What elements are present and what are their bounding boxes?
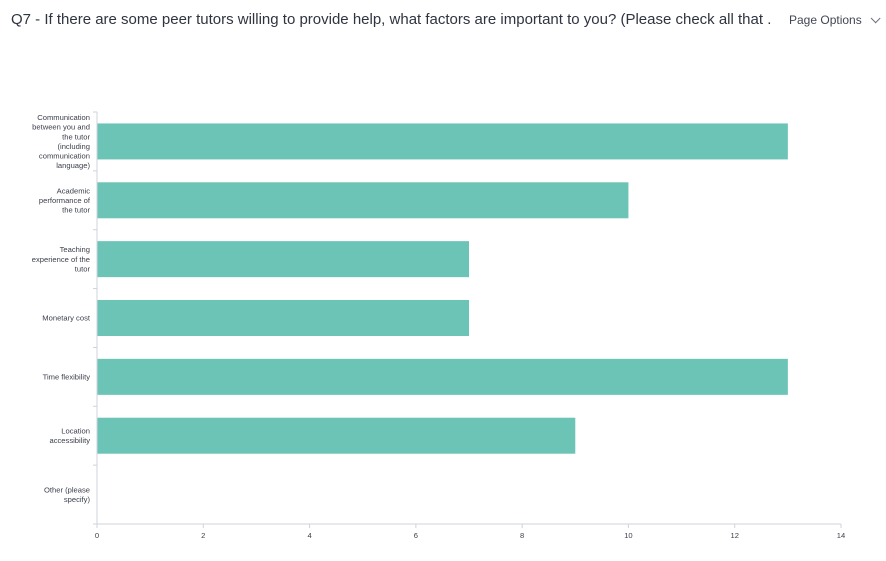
category-label: Teaching experience of the tutor bbox=[32, 245, 91, 273]
category-label: Academic performance of the tutor bbox=[39, 186, 91, 214]
category-label-line: Communication bbox=[37, 113, 90, 122]
bar-5[interactable] bbox=[97, 417, 576, 454]
category-label-line: experience of the bbox=[32, 255, 90, 264]
category-label-line: specify) bbox=[64, 495, 91, 504]
page-options-button[interactable]: Page Options bbox=[789, 12, 881, 27]
axes-layer bbox=[93, 111, 842, 528]
x-tick-label: 0 bbox=[95, 531, 99, 540]
page-options-label: Page Options bbox=[789, 13, 862, 27]
x-tick-label: 10 bbox=[624, 531, 632, 540]
category-label-line: between you and bbox=[32, 123, 90, 132]
category-label-line: the tutor bbox=[62, 132, 90, 141]
category-label-line: accessibility bbox=[49, 436, 90, 445]
x-tick-label: 12 bbox=[730, 531, 738, 540]
x-tick-label: 6 bbox=[414, 531, 418, 540]
category-label-line: Academic bbox=[57, 186, 91, 195]
category-label-line: the tutor bbox=[62, 206, 90, 215]
category-label-line: communication bbox=[39, 152, 90, 161]
category-label-line: Time flexibility bbox=[43, 373, 91, 382]
category-label-line: tutor bbox=[75, 264, 91, 273]
category-label: Monetary cost bbox=[42, 314, 91, 323]
bar-0[interactable] bbox=[97, 123, 788, 160]
category-label: Location accessibility bbox=[49, 427, 90, 446]
question-title: Q7 - If there are some peer tutors willi… bbox=[11, 11, 771, 28]
category-label-line: Monetary cost bbox=[42, 314, 91, 323]
category-label-line: performance of bbox=[39, 196, 91, 205]
x-tick-label: 14 bbox=[837, 531, 845, 540]
x-tick-label: 4 bbox=[307, 531, 311, 540]
category-label-line: Teaching bbox=[60, 245, 90, 254]
bars-layer bbox=[97, 123, 788, 454]
category-label-line: Other (please bbox=[44, 485, 90, 494]
x-tick-label: 2 bbox=[201, 531, 205, 540]
bar-4[interactable] bbox=[97, 358, 788, 395]
bar-3[interactable] bbox=[97, 300, 469, 336]
category-label: Communication between you and the tutor (in… bbox=[32, 113, 90, 170]
question-header: Q7 - If there are some peer tutors willi… bbox=[0, 0, 886, 44]
category-label-line: (including bbox=[57, 142, 90, 151]
category-label: Other (please specify) bbox=[44, 485, 90, 504]
bar-1[interactable] bbox=[97, 182, 629, 219]
x-tick-label: 8 bbox=[520, 531, 524, 540]
category-label-line: language) bbox=[56, 161, 90, 170]
category-label-line: Location bbox=[61, 427, 90, 436]
category-label: Time flexibility bbox=[43, 373, 91, 382]
bar-2[interactable] bbox=[97, 241, 469, 278]
